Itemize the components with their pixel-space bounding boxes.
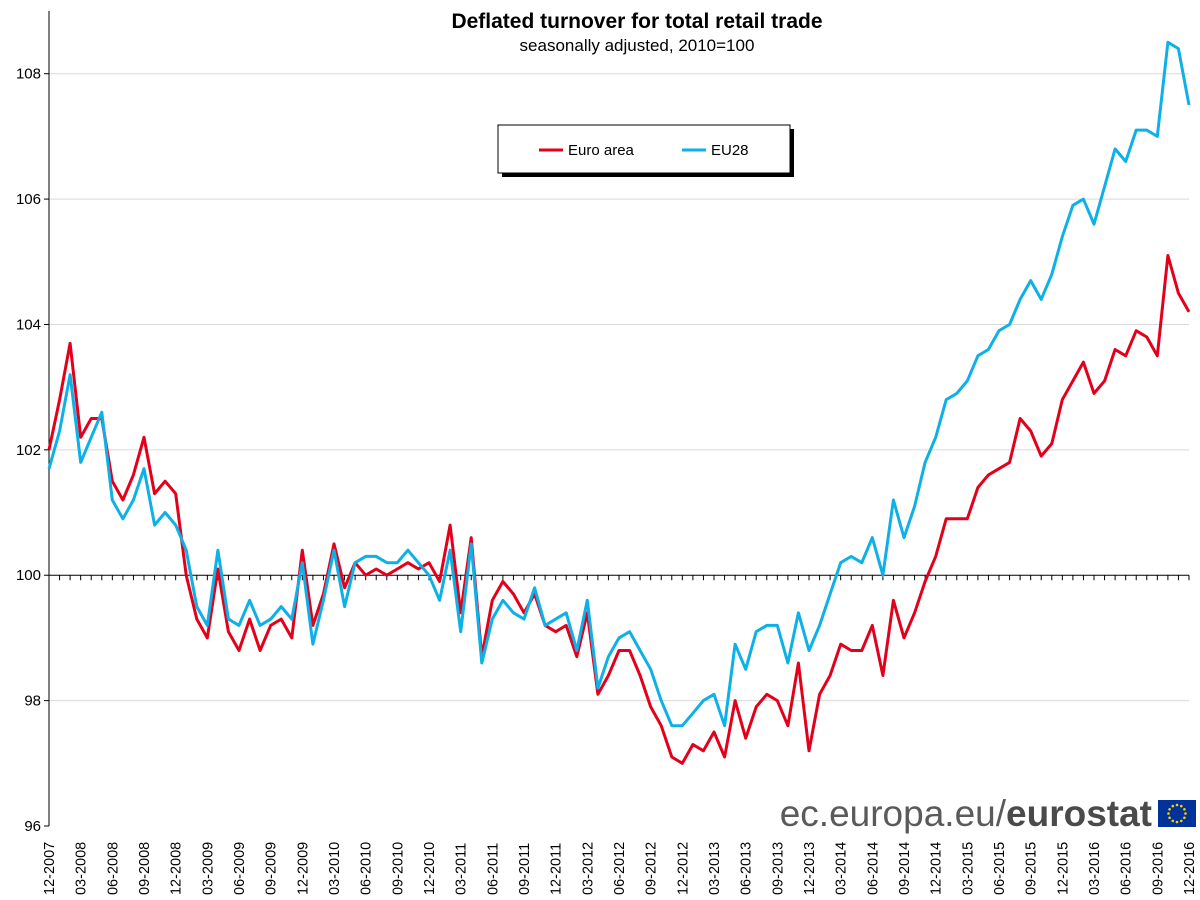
legend-label-eu28: EU28 xyxy=(711,142,749,159)
x-tick-label: 12-2010 xyxy=(422,842,438,895)
flag-star xyxy=(1183,808,1186,811)
eu-flag-stars-icon xyxy=(1167,803,1187,824)
flag-star xyxy=(1175,803,1179,807)
x-tick-label: 06-2014 xyxy=(865,842,881,895)
flag-star xyxy=(1183,816,1186,820)
x-tick-label: 09-2012 xyxy=(644,842,660,895)
x-axis-ticks: 12-2007 03-2008 06-2008 09-2008 12-2008 03-20… xyxy=(42,575,1198,895)
x-tick-label: 12-2013 xyxy=(802,842,818,895)
y-tick-label: 98 xyxy=(24,693,41,710)
legend: Euro area EU28 xyxy=(497,124,794,177)
y-tick-label: 96 xyxy=(24,818,41,835)
x-tick-label: 09-2009 xyxy=(264,842,280,895)
chart-subtitle: seasonally adjusted, 2010=100 xyxy=(520,36,755,55)
series-line-euro-area xyxy=(47,254,1191,765)
flag-star xyxy=(1168,816,1171,820)
x-tick-label: 12-2009 xyxy=(295,842,311,895)
x-tick-label: 06-2008 xyxy=(105,842,121,895)
x-tick-label: 03-2013 xyxy=(707,842,723,895)
y-tick-label: 100 xyxy=(16,567,41,584)
y-tick-label: 102 xyxy=(16,442,41,459)
x-tick-label: 03-2010 xyxy=(327,842,343,895)
x-tick-label: 09-2008 xyxy=(137,842,153,895)
flag-star xyxy=(1180,819,1183,823)
x-tick-label: 09-2015 xyxy=(1024,842,1040,895)
y-tick-label: 106 xyxy=(16,191,41,208)
x-tick-label: 12-2007 xyxy=(42,842,58,895)
flag-star xyxy=(1167,812,1170,815)
x-tick-label: 03-2014 xyxy=(834,842,850,895)
legend-label-euro-area: Euro area xyxy=(568,142,635,159)
x-tick-label: 03-2009 xyxy=(200,842,216,895)
x-tick-label: 06-2013 xyxy=(739,842,755,895)
x-tick-label: 03-2012 xyxy=(580,842,596,895)
flag-star xyxy=(1184,812,1187,815)
x-tick-label: 06-2015 xyxy=(992,842,1008,895)
x-tick-label: 12-2011 xyxy=(549,843,565,895)
brand-name-text: eurostat xyxy=(1006,793,1152,834)
x-tick-label: 06-2011 xyxy=(485,843,501,895)
x-tick-label: 03-2016 xyxy=(1087,842,1103,895)
series-line-eu28 xyxy=(47,40,1191,728)
eurostat-branding: ec.europa.eu/eurostat xyxy=(780,793,1196,834)
x-tick-label: 06-2010 xyxy=(359,842,375,895)
x-tick-label: 09-2016 xyxy=(1150,842,1166,895)
x-tick-label: 09-2011 xyxy=(517,843,533,895)
y-axis-ticks: 96 98 100 102 104 106 108 xyxy=(16,66,49,835)
x-tick-label: 06-2012 xyxy=(612,842,628,895)
series-lines xyxy=(47,40,1191,765)
x-tick-label: 03-2008 xyxy=(74,842,90,895)
y-tick-label: 104 xyxy=(16,316,41,333)
y-tick-label: 108 xyxy=(16,66,41,83)
x-tick-label: 09-2013 xyxy=(770,842,786,895)
x-tick-label: 12-2016 xyxy=(1182,842,1198,895)
x-tick-label: 06-2009 xyxy=(232,842,248,895)
x-tick-label: 12-2014 xyxy=(929,842,945,895)
x-tick-label: 09-2014 xyxy=(897,842,913,895)
flag-star xyxy=(1171,819,1175,823)
x-tick-label: 12-2015 xyxy=(1055,842,1071,895)
eurostat-logo-text: ec.europa.eu/eurostat xyxy=(780,793,1152,834)
x-tick-label: 03-2015 xyxy=(960,842,976,895)
x-tick-label: 09-2010 xyxy=(390,842,406,895)
x-tick-label: 12-2012 xyxy=(675,842,691,895)
chart-title: Deflated turnover for total retail trade xyxy=(451,10,822,33)
flag-star xyxy=(1168,808,1171,811)
x-tick-label: 03-2011 xyxy=(454,843,470,895)
site-url-text: ec.europa.eu/ xyxy=(780,793,1007,834)
flag-star xyxy=(1180,804,1183,808)
gridlines xyxy=(49,73,1189,702)
x-tick-label: 12-2008 xyxy=(169,842,185,895)
x-tick-label: 06-2016 xyxy=(1119,842,1135,895)
flag-star xyxy=(1171,804,1175,808)
flag-star xyxy=(1175,820,1179,824)
